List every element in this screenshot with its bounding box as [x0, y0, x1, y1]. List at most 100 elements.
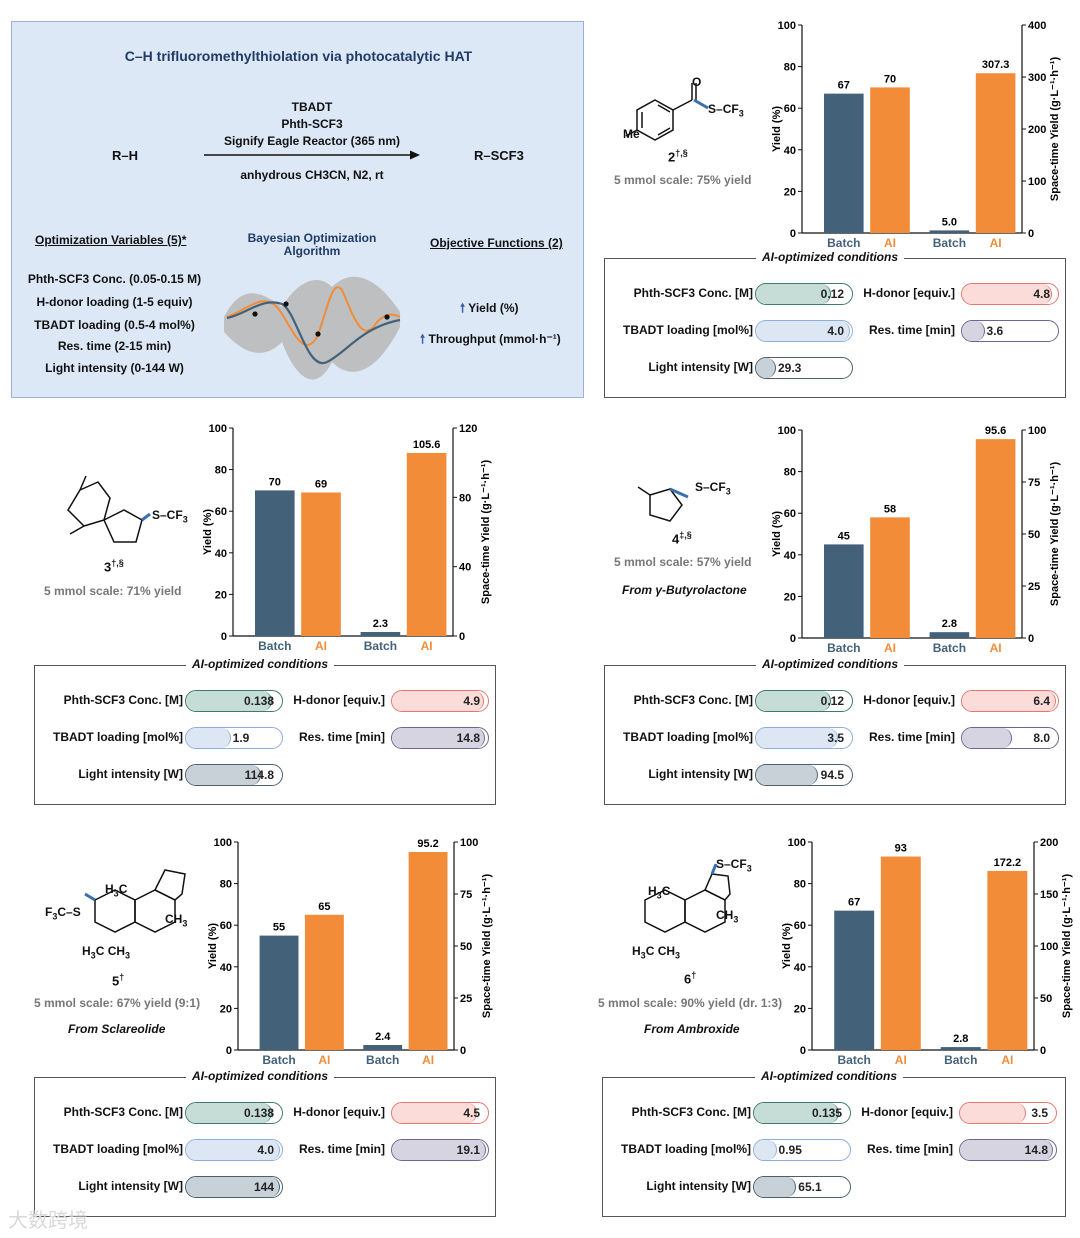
condition-label-tbadt: TBADT loading [mol%] [53, 730, 183, 744]
left-tick-label: 80 [215, 465, 227, 477]
up-arrow-icon: 🠕 [460, 301, 469, 315]
compound-2-scale: 5 mmol scale: 75% yield [614, 173, 752, 187]
mol6-h3c: H3C [648, 884, 671, 901]
condition-fill [186, 691, 273, 711]
bar-sty-batch [929, 632, 970, 638]
category-label: AI [884, 236, 896, 250]
reactant: R–H [112, 148, 139, 163]
condition-fill [756, 321, 850, 341]
left-tick-label: 100 [778, 425, 796, 437]
condition-label-tbadt: TBADT loading [mol%] [623, 323, 753, 337]
compound-4-scale: 5 mmol scale: 57% yield [614, 555, 752, 569]
bar-value-label: 65 [318, 901, 330, 913]
condition-fill [960, 1140, 1053, 1160]
left-tick-label: 60 [794, 920, 806, 932]
condition-label-hdonor: H-donor [equiv.] [863, 286, 955, 300]
mol5-f3cs: F3C–S [45, 905, 81, 922]
condition-value-hdonor: 4.5 [463, 1106, 480, 1120]
compound-number: 5 [112, 973, 120, 989]
condition-pill-hdonor: 4.5 [391, 1102, 489, 1124]
compound-4-source: From γ-Butyrolactone [622, 583, 747, 597]
compound-6-label: 6† [684, 970, 696, 986]
condition-value-hdonor: 3.5 [1031, 1106, 1048, 1120]
mol5-ch3: CH3 [165, 912, 188, 929]
mol6-ch3: CH3 [716, 908, 739, 925]
bar-value-label: 69 [315, 478, 327, 490]
right-tick-label: 100 [1040, 941, 1058, 953]
condition-fill [392, 728, 485, 748]
condition-fill [962, 728, 1012, 748]
condition-pill-conc: 0.135 [753, 1102, 851, 1124]
bar-sty-batch [360, 632, 401, 636]
conditions-title: AI-optimized conditions [755, 1069, 903, 1083]
reaction-scheme: C–H trifluoromethylthiolation via photoc… [11, 21, 584, 398]
right-tick-label: 100 [460, 837, 478, 849]
right-tick-label: 50 [460, 941, 472, 953]
objective-yield: 🠕 Yield (%) [460, 299, 519, 320]
product: R–SCF3 [474, 148, 524, 163]
condition-label-light: Light intensity [W] [648, 767, 753, 781]
molecule-2-structure [625, 83, 709, 141]
category-label: Batch [933, 236, 966, 250]
condition-value-restime: 14.8 [456, 731, 480, 745]
category-label: AI [318, 1053, 330, 1067]
condition-pill-hdonor: 3.5 [959, 1102, 1057, 1124]
scheme-title: C–H trifluoromethylthiolation via photoc… [124, 48, 473, 64]
condition-value-conc: 0.12 [820, 694, 844, 708]
left-tick-label: 0 [800, 1045, 806, 1057]
bar-value-label: 172.2 [994, 857, 1022, 869]
condition-label-tbadt: TBADT loading [mol%] [623, 730, 753, 744]
compound-2-label: 2†,§ [668, 148, 688, 164]
right-tick-label: 0 [1028, 633, 1034, 645]
objective-yield-label: Yield (%) [468, 301, 519, 315]
condition-fill [186, 1177, 280, 1197]
left-tick-label: 60 [784, 103, 796, 115]
left-tick-label: 40 [220, 962, 232, 974]
condition-fill [392, 1140, 486, 1160]
left-tick-label: 80 [784, 467, 796, 479]
condition-pill-restime: 14.8 [391, 727, 489, 749]
left-tick-label: 20 [784, 591, 796, 603]
compound-number: 4 [672, 531, 680, 547]
bo-illustration [224, 276, 401, 380]
condition-value-restime: 19.1 [456, 1143, 480, 1157]
bar-value-label: 95.2 [417, 838, 438, 850]
condition-value-light: 29.3 [778, 361, 802, 375]
condition-value-hdonor: 4.9 [463, 694, 480, 708]
category-label: AI [884, 641, 896, 655]
bar-yield-batch [255, 490, 295, 636]
mol5-h3c: H3C [105, 882, 128, 899]
condition-value-light: 65.1 [798, 1180, 822, 1194]
condition-label-tbadt: TBADT loading [mol%] [621, 1142, 751, 1156]
category-label: AI [421, 639, 433, 653]
right-tick-label: 150 [1040, 889, 1058, 901]
conditions-box-2: AI-optimized conditions Phth-SCF3 Conc. [… [604, 250, 1066, 398]
bar-yield-batch [824, 93, 864, 233]
left-tick-label: 20 [794, 1003, 806, 1015]
mol4-scf3: S–CF3 [695, 480, 731, 497]
category-label: Batch [827, 641, 860, 655]
bar-value-label: 307.3 [982, 59, 1010, 71]
left-tick-label: 80 [794, 879, 806, 891]
right-tick-label: 50 [1028, 529, 1040, 541]
condition-fill [754, 1140, 777, 1160]
bar-value-label: 55 [273, 922, 285, 934]
reaction-arrow [204, 150, 420, 160]
compound-mark: †,§ [675, 148, 688, 158]
condition-label-light: Light intensity [W] [78, 1179, 183, 1193]
condition-fill [186, 728, 231, 748]
category-label: Batch [262, 1053, 295, 1067]
condition-label-restime: Res. time [min] [866, 1142, 953, 1156]
bar-value-label: 70 [884, 73, 896, 85]
condition-fill [754, 1103, 839, 1123]
bar-value-label: 58 [884, 503, 896, 515]
condition-fill [962, 284, 1053, 304]
compound-mark: †,§ [111, 558, 124, 568]
left-tick-label: 60 [784, 508, 796, 520]
condition-fill [754, 1177, 797, 1197]
chart-compound-3: 0 20 40 60 80 100 0 40 80 120 Yield (%) Space-time … [202, 423, 492, 653]
left-tick-label: 0 [226, 1045, 232, 1057]
condition-fill [962, 321, 985, 341]
y-right-axis-label: Space-time Yield (g·L⁻¹·h⁻¹) [481, 874, 493, 1019]
condition-pill-light: 29.3 [755, 357, 853, 379]
